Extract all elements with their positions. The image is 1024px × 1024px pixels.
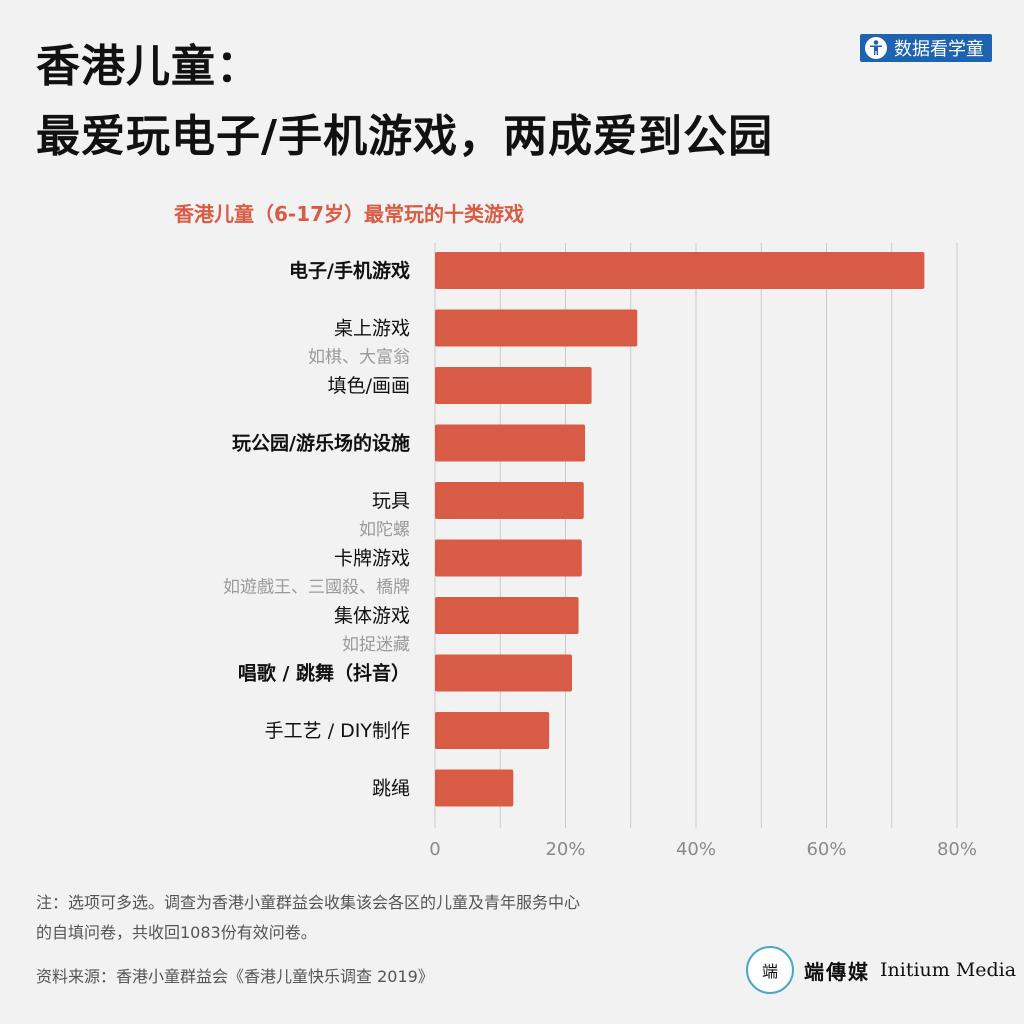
chart-title: 香港儿童（6-17岁）最常玩的十类游戏 bbox=[174, 202, 525, 226]
x-tick-label: 40% bbox=[676, 839, 716, 860]
bar bbox=[435, 424, 586, 462]
bar bbox=[435, 654, 573, 692]
bar bbox=[435, 539, 582, 577]
x-tick-label: 60% bbox=[806, 839, 846, 860]
bar bbox=[435, 712, 550, 749]
x-tick-label: 80% bbox=[937, 839, 977, 860]
bar bbox=[435, 309, 638, 347]
category-label: 玩具 bbox=[372, 490, 410, 512]
category-label: 卡牌游戏 bbox=[334, 548, 410, 570]
page-title-line2: 最爱玩电子/手机游戏，两成爱到公园 bbox=[36, 111, 774, 162]
publisher-logo: 端 端傳媒 Initium Media bbox=[746, 946, 1016, 994]
category-label: 跳绳 bbox=[372, 778, 410, 800]
category-label: 电子/手机游戏 bbox=[289, 259, 410, 282]
category-label: 玩公园/游乐场的设施 bbox=[232, 432, 410, 455]
footnote: 注：选项可多选。调查为香港小童群益会收集该会各区的儿童及青年服务中心 的自填问卷… bbox=[36, 888, 736, 948]
category-label: 集体游戏 bbox=[334, 605, 410, 627]
bar bbox=[435, 597, 579, 634]
brand-badge: 数据看学童 bbox=[860, 34, 992, 62]
category-label: 桌上游戏 bbox=[334, 318, 410, 340]
x-tick-label: 0 bbox=[429, 839, 440, 860]
category-sublabel: 如棋、大富翁 bbox=[308, 348, 410, 368]
footnote-line2: 的自填问卷，共收回1083份有效问卷。 bbox=[36, 923, 317, 942]
footnote-line1: 注：选项可多选。调查为香港小童群益会收集该会各区的儿童及青年服务中心 bbox=[36, 893, 581, 912]
bar bbox=[435, 252, 925, 289]
bar-chart: 0 20% 40% 60% 80% 电子/手机游戏桌上游戏如棋、大富翁填色/画画玩公园/游… bbox=[223, 243, 977, 860]
x-tick-label: 20% bbox=[545, 839, 585, 860]
logo-name-en: Initium Media bbox=[880, 959, 1017, 981]
page-title-line1: 香港儿童： bbox=[36, 41, 261, 92]
category-label: 填色/画画 bbox=[328, 375, 410, 397]
logo-mark: 端 bbox=[746, 946, 794, 994]
category-sublabel: 如捉迷藏 bbox=[342, 635, 410, 655]
bar bbox=[435, 769, 514, 807]
category-sublabel: 如遊戲王、三國殺、橋牌 bbox=[223, 578, 410, 598]
brand-badge-label: 数据看学童 bbox=[894, 39, 984, 60]
bar bbox=[435, 482, 584, 519]
category-label: 手工艺 / DIY制作 bbox=[265, 720, 410, 742]
bar bbox=[435, 367, 592, 404]
category-sublabel: 如陀螺 bbox=[359, 520, 410, 540]
logo-name-cn: 端傳媒 bbox=[804, 959, 870, 984]
person-icon bbox=[865, 37, 887, 59]
category-label: 唱歌 / 跳舞（抖音） bbox=[238, 662, 410, 685]
source-text: 资料来源：香港小童群益会《香港儿童快乐调查 2019》 bbox=[36, 967, 434, 986]
